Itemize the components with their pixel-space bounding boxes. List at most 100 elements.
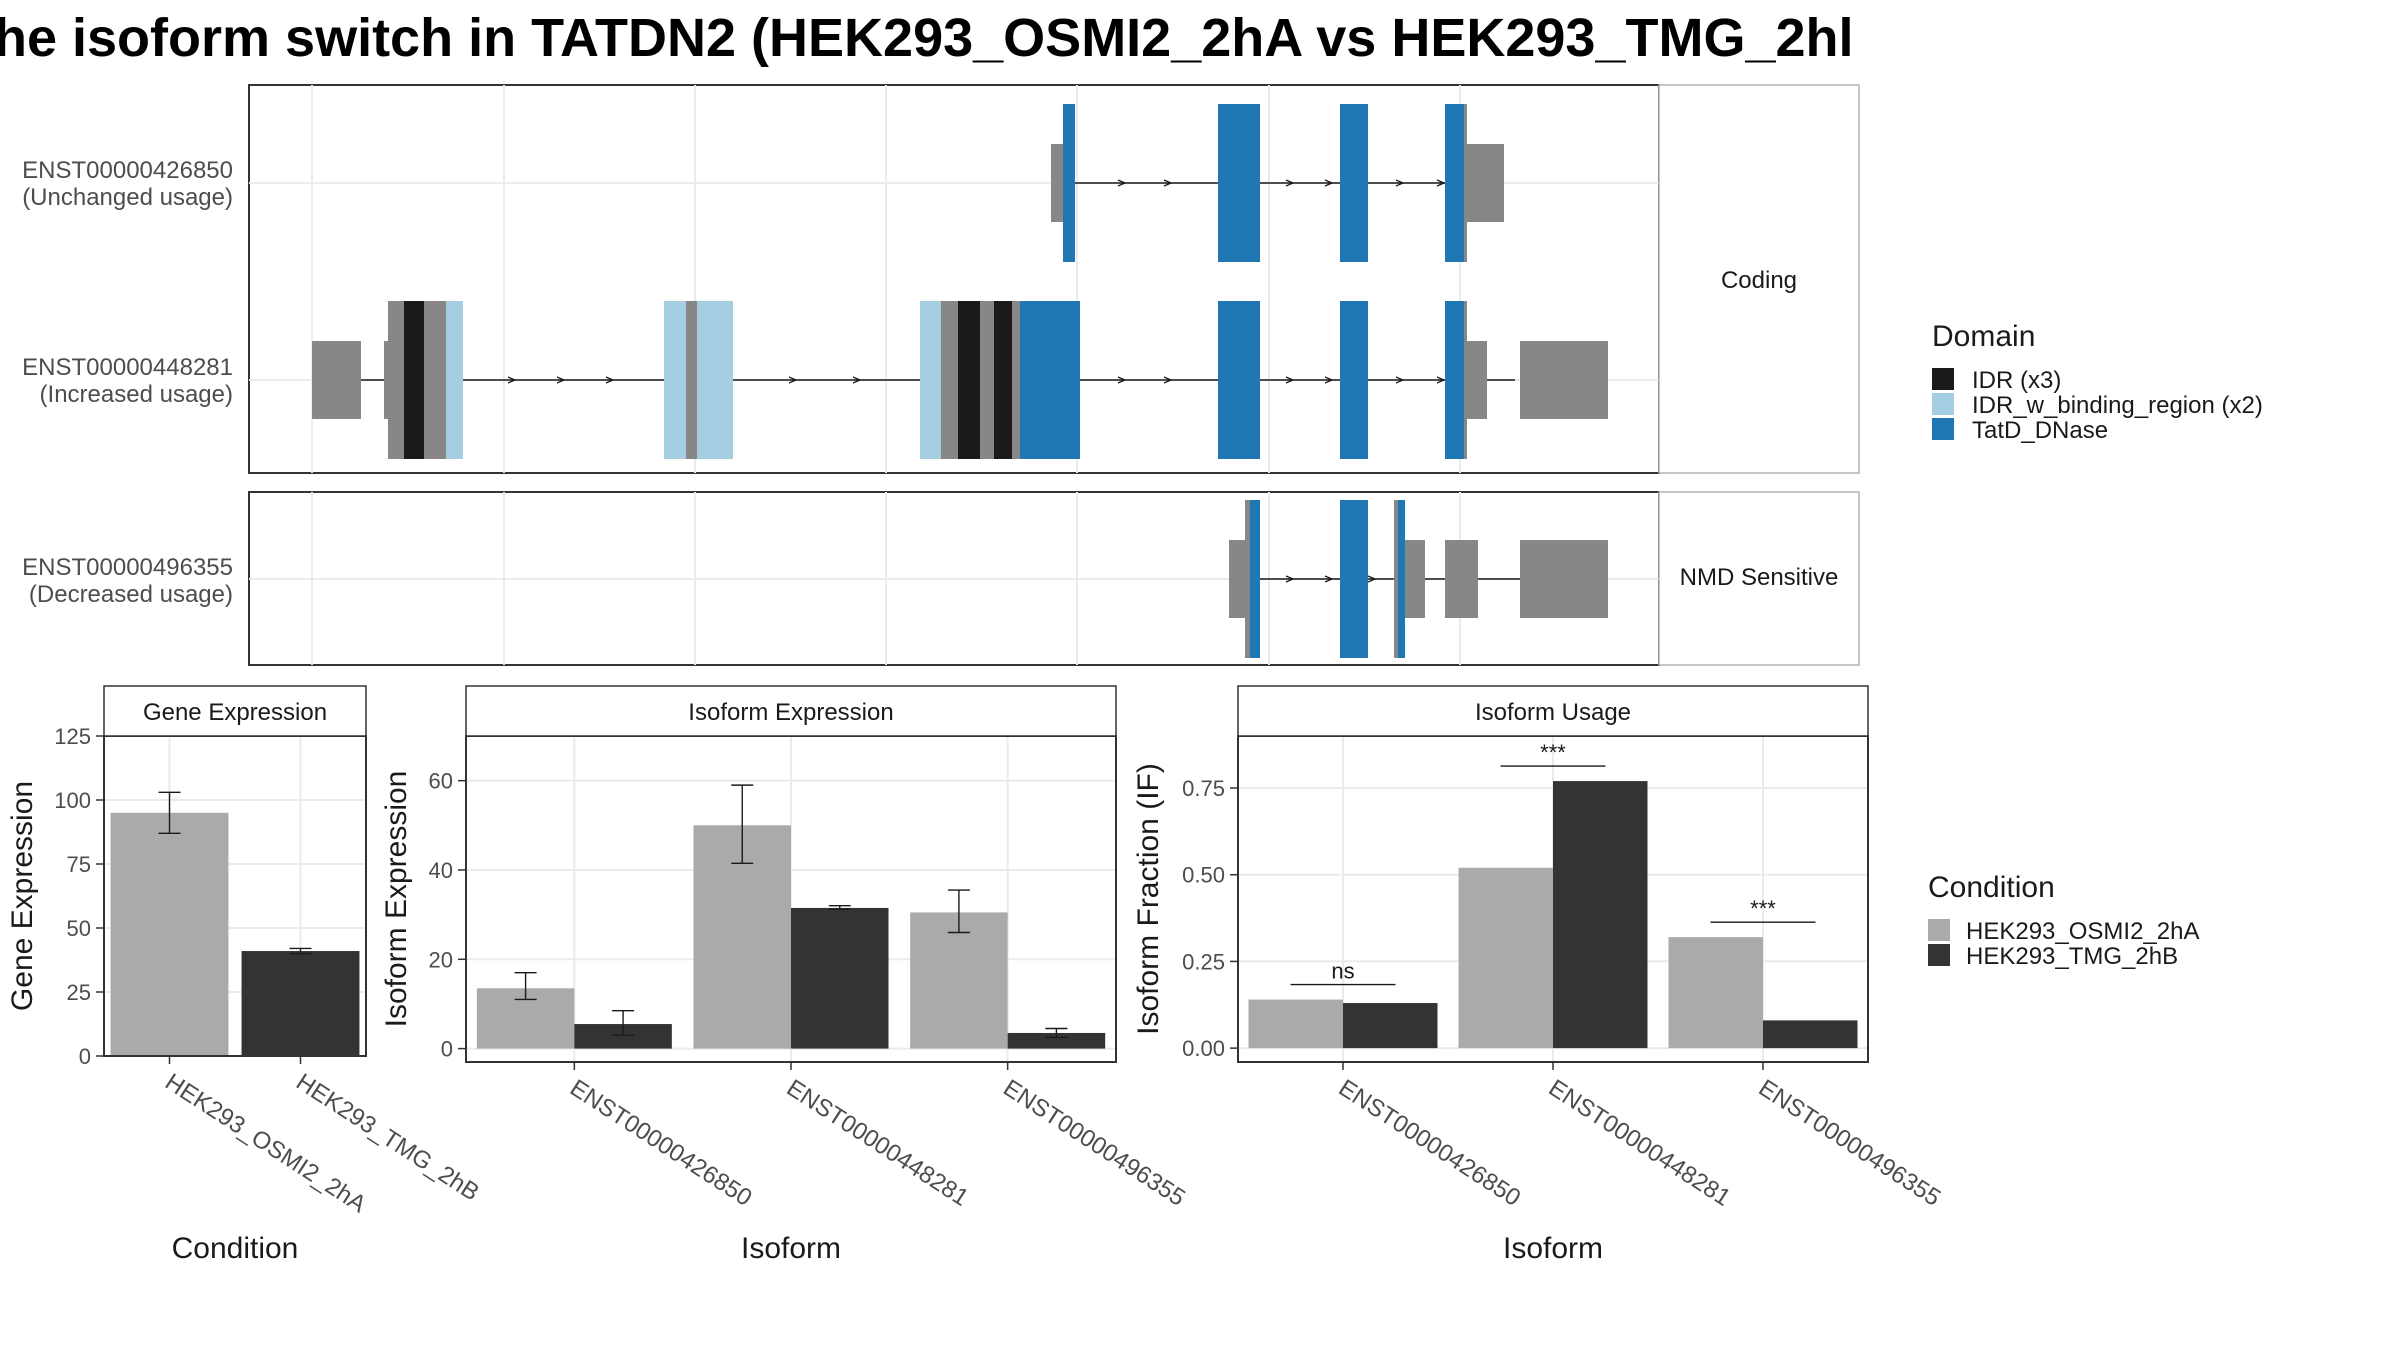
idr-binding-domain bbox=[920, 301, 941, 459]
utr-block bbox=[1245, 500, 1250, 658]
utr-block bbox=[941, 301, 958, 459]
y-tick-label: 50 bbox=[67, 916, 91, 941]
idr-binding-domain bbox=[446, 301, 463, 459]
strand-arrow bbox=[1395, 376, 1405, 384]
utr-block bbox=[1464, 301, 1467, 459]
strand-arrow bbox=[1324, 575, 1334, 583]
y-tick-label: 0 bbox=[79, 1044, 91, 1069]
isoform-1-id: ENST00000426850 bbox=[22, 157, 233, 184]
condition-legend-title: Condition bbox=[1928, 871, 2055, 904]
tatd-dnase-domain bbox=[1020, 301, 1080, 459]
isoform-3-usage: (Decreased usage) bbox=[29, 581, 233, 608]
y-tick-label: 60 bbox=[429, 769, 453, 794]
isoform-usage-chart: 0.00 0.25 0.50 0.75 ns *** *** Isoform Usage ENS… bbox=[1132, 685, 1945, 1265]
bar bbox=[241, 951, 360, 1056]
utr-block bbox=[1051, 144, 1063, 222]
utr-block bbox=[1467, 341, 1487, 419]
bar bbox=[1763, 1020, 1858, 1049]
utr-block bbox=[1012, 301, 1020, 459]
isoform-1-usage: (Unchanged usage) bbox=[22, 184, 233, 211]
strand-arrow bbox=[1163, 179, 1173, 187]
idr-domain bbox=[404, 301, 424, 459]
legend-swatch-osmi2 bbox=[1928, 919, 1950, 941]
y-tick-label: 125 bbox=[54, 724, 91, 749]
significance-label: *** bbox=[1750, 896, 1776, 921]
tatd-dnase-domain bbox=[1250, 500, 1260, 658]
y-tick-label: 0.50 bbox=[1182, 863, 1225, 888]
isoform-2-usage: (Increased usage) bbox=[40, 381, 233, 408]
tatd-dnase-domain bbox=[1398, 500, 1405, 658]
strip-title: Gene Expression bbox=[143, 699, 327, 726]
isoform-expression-chart: 0 20 40 60 Isoform Expression ENST00000426850… bbox=[380, 685, 1190, 1265]
y-axis-title: Isoform Expression bbox=[380, 771, 413, 1028]
condition-legend: Condition HEK293_OSMI2_2hA HEK293_TMG_2h… bbox=[1928, 871, 2199, 970]
significance-label: ns bbox=[1331, 959, 1354, 984]
tatd-dnase-domain bbox=[1340, 301, 1368, 459]
tatd-dnase-domain bbox=[1340, 104, 1368, 262]
bar bbox=[1668, 937, 1763, 1049]
utr-block bbox=[1229, 540, 1245, 618]
nmd-strip-label: NMD Sensitive bbox=[1680, 564, 1839, 591]
strip bbox=[465, 685, 1117, 737]
x-axis-title: Condition bbox=[172, 1232, 299, 1265]
domain-legend-title: Domain bbox=[1932, 320, 2035, 353]
idr-domain bbox=[958, 301, 980, 459]
strip bbox=[103, 685, 367, 737]
transcript-ENST00000426850 bbox=[1051, 104, 1504, 262]
legend-label-idr-binding: IDR_w_binding_region (x2) bbox=[1972, 392, 2263, 419]
bar bbox=[1007, 1032, 1106, 1049]
idr-binding-domain bbox=[697, 301, 733, 459]
x-tick-label: ENST00000448281 bbox=[1544, 1074, 1736, 1211]
strand-arrow bbox=[1436, 376, 1446, 384]
y-tick-label: 0.00 bbox=[1182, 1036, 1225, 1061]
utr-block bbox=[312, 341, 361, 419]
transcript-structure-panel: Coding NMD Sensitive ENST00000426850 (Un… bbox=[22, 84, 1860, 666]
figure-title: he isoform switch in TATDN2 (HEK293_OSMI… bbox=[0, 8, 1854, 68]
strand-arrow bbox=[1367, 575, 1377, 583]
strand-arrow bbox=[1117, 376, 1127, 384]
tatd-dnase-domain bbox=[1218, 104, 1260, 262]
strip-title: Isoform Expression bbox=[688, 699, 893, 726]
isoform-2-id: ENST00000448281 bbox=[22, 354, 233, 381]
strand-arrow bbox=[507, 376, 517, 384]
strand-arrow bbox=[1285, 179, 1295, 187]
strip bbox=[1237, 685, 1869, 737]
y-tick-label: 25 bbox=[67, 980, 91, 1005]
utr-block bbox=[1464, 104, 1467, 262]
bar bbox=[1343, 1003, 1438, 1049]
bar bbox=[110, 812, 229, 1056]
x-axis-title: Isoform bbox=[741, 1232, 841, 1265]
utr-block bbox=[980, 301, 994, 459]
legend-label-tmg: HEK293_TMG_2hB bbox=[1966, 943, 2178, 970]
idr-domain bbox=[994, 301, 1012, 459]
strand-arrow bbox=[788, 376, 798, 384]
legend-swatch-tmg bbox=[1928, 944, 1950, 966]
legend-label-idr: IDR (x3) bbox=[1972, 367, 2061, 394]
significance-label: *** bbox=[1540, 740, 1566, 765]
tatd-dnase-domain bbox=[1218, 301, 1260, 459]
idr-binding-domain bbox=[664, 301, 686, 459]
coding-strip bbox=[1658, 84, 1860, 474]
utr-block bbox=[424, 301, 446, 459]
x-tick-label: ENST00000426850 bbox=[565, 1074, 757, 1211]
bar bbox=[1553, 781, 1648, 1049]
strand-arrow bbox=[1436, 179, 1446, 187]
strand-arrow bbox=[1324, 179, 1334, 187]
tatd-dnase-domain bbox=[1063, 104, 1075, 262]
bar bbox=[1458, 867, 1553, 1049]
utr-block bbox=[686, 301, 697, 459]
y-axis-title: Isoform Fraction (IF) bbox=[1132, 763, 1165, 1035]
y-tick-label: 0.25 bbox=[1182, 949, 1225, 974]
strand-arrow bbox=[852, 376, 862, 384]
utr-block bbox=[1520, 540, 1608, 618]
domain-legend: Domain IDR (x3) IDR_w_binding_region (x2… bbox=[1932, 320, 2263, 444]
strand-arrow bbox=[1395, 179, 1405, 187]
x-tick-label: ENST00000448281 bbox=[782, 1074, 974, 1211]
strand-arrow bbox=[1117, 179, 1127, 187]
y-tick-label: 75 bbox=[67, 852, 91, 877]
coding-strip-label: Coding bbox=[1721, 267, 1797, 294]
utr-block bbox=[388, 301, 404, 459]
y-tick-label: 0 bbox=[441, 1037, 453, 1062]
tatd-dnase-domain bbox=[1340, 500, 1368, 658]
